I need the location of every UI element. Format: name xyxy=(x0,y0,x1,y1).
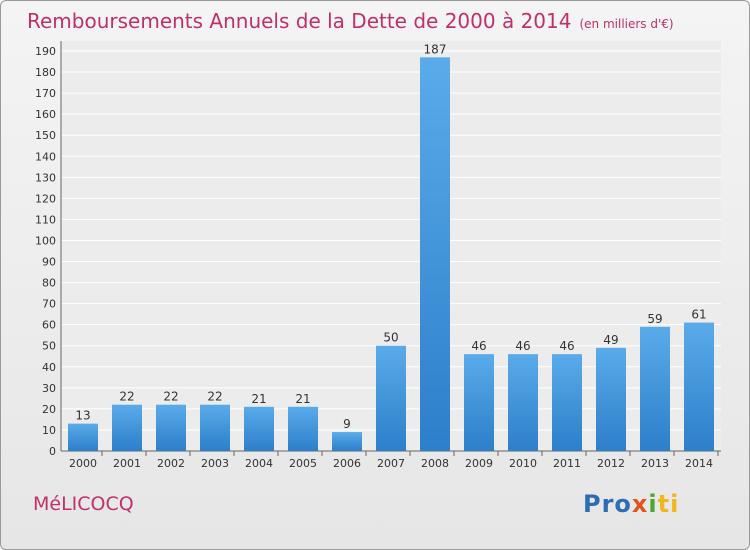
y-tick-label: 80 xyxy=(42,277,56,290)
bar xyxy=(684,322,714,451)
data-label: 21 xyxy=(295,392,310,406)
y-tick-label: 130 xyxy=(35,171,56,184)
x-tick-label: 2011 xyxy=(553,457,581,470)
proxiti-logo: Proxiti xyxy=(583,490,679,518)
bar xyxy=(596,347,626,451)
y-tick-label: 190 xyxy=(35,45,56,58)
logo-part-3: i xyxy=(648,490,658,518)
y-tick-label: 60 xyxy=(42,319,56,332)
data-label: 9 xyxy=(343,417,351,431)
bar xyxy=(68,423,98,451)
data-label: 49 xyxy=(603,333,618,347)
bar xyxy=(508,354,538,451)
x-tick-label: 2005 xyxy=(289,457,317,470)
y-tick-label: 180 xyxy=(35,66,56,79)
y-tick-label: 10 xyxy=(42,424,56,437)
x-tick-label: 2007 xyxy=(377,457,405,470)
bar xyxy=(288,406,318,451)
data-label: 13 xyxy=(75,409,90,423)
y-tick-label: 90 xyxy=(42,256,56,269)
y-tick-label: 120 xyxy=(35,192,56,205)
x-tick-label: 2014 xyxy=(685,457,713,470)
data-label: 46 xyxy=(559,339,574,353)
data-label: 46 xyxy=(471,339,486,353)
bar xyxy=(200,404,230,451)
bar xyxy=(464,354,494,451)
chart-title-text: Remboursements Annuels de la Dette de 20… xyxy=(27,9,572,33)
y-tick-label: 150 xyxy=(35,129,56,142)
x-tick-label: 2001 xyxy=(113,457,141,470)
x-tick-label: 2008 xyxy=(421,457,449,470)
y-tick-label: 70 xyxy=(42,298,56,311)
bar xyxy=(112,404,142,451)
data-label: 22 xyxy=(207,390,222,404)
x-tick-label: 2009 xyxy=(465,457,493,470)
chart-title: Remboursements Annuels de la Dette de 20… xyxy=(27,9,674,33)
bar xyxy=(376,345,406,451)
y-tick-label: 160 xyxy=(35,108,56,121)
logo-part-2: x xyxy=(631,490,649,518)
y-tick-label: 170 xyxy=(35,87,56,100)
data-label: 187 xyxy=(424,42,447,56)
data-label: 46 xyxy=(515,339,530,353)
x-tick-label: 2002 xyxy=(157,457,185,470)
logo-part-1: Pro xyxy=(583,490,632,518)
data-label: 61 xyxy=(691,308,706,322)
y-tick-label: 30 xyxy=(42,382,56,395)
x-tick-label: 2013 xyxy=(641,457,669,470)
y-tick-label: 40 xyxy=(42,361,56,374)
y-tick-label: 20 xyxy=(42,403,56,416)
commune-name: MéLICOCQ xyxy=(33,493,134,515)
y-tick-label: 50 xyxy=(42,340,56,353)
x-tick-label: 2012 xyxy=(597,457,625,470)
logo-part-4: ti xyxy=(657,490,680,518)
chart-unit: (en milliers d'€) xyxy=(579,17,674,31)
bar xyxy=(552,354,582,451)
bar xyxy=(640,326,670,451)
x-tick-label: 2010 xyxy=(509,457,537,470)
bar xyxy=(332,432,362,451)
y-tick-label: 140 xyxy=(35,150,56,163)
x-tick-label: 2004 xyxy=(245,457,273,470)
x-tick-label: 2006 xyxy=(333,457,361,470)
x-tick-label: 2003 xyxy=(201,457,229,470)
data-label: 50 xyxy=(383,331,398,345)
bar xyxy=(420,57,450,451)
y-tick-label: 0 xyxy=(49,445,56,458)
bar xyxy=(156,404,186,451)
y-tick-label: 110 xyxy=(35,213,56,226)
data-label: 21 xyxy=(251,392,266,406)
data-label: 59 xyxy=(647,312,662,326)
x-tick-label: 2000 xyxy=(69,457,97,470)
data-label: 22 xyxy=(119,390,134,404)
y-tick-label: 100 xyxy=(35,234,56,247)
bar xyxy=(244,406,274,451)
data-label: 22 xyxy=(163,390,178,404)
